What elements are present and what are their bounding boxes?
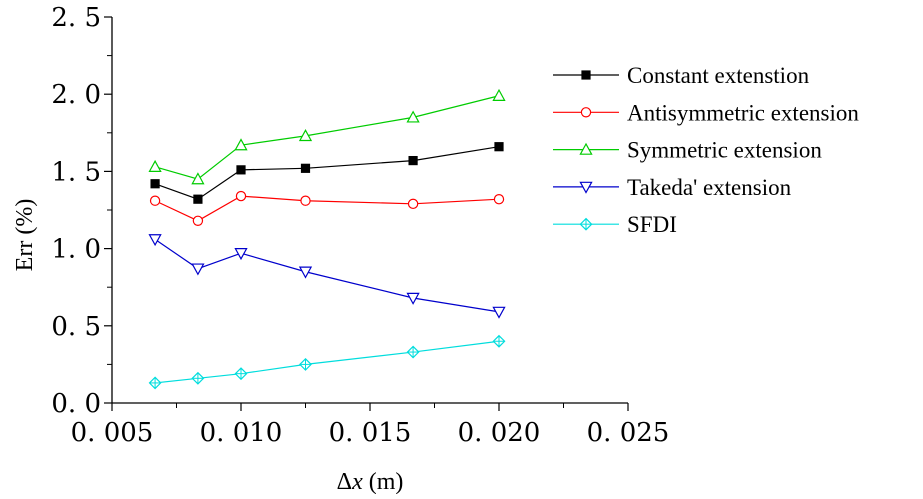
data-point-crossed-diamond xyxy=(492,334,506,348)
data-point-triangle-down xyxy=(492,306,506,319)
series-group xyxy=(148,88,506,390)
data-point-square xyxy=(150,179,160,189)
legend-label: SFDI xyxy=(627,212,677,237)
series-3 xyxy=(148,88,506,185)
legend-item-3: Symmetric extension xyxy=(553,138,822,163)
axes: 0. 005 0. 010 0. 015 0. 020 0. 025 0. 0 0. 5 1.… xyxy=(51,3,669,448)
data-point-square xyxy=(581,70,591,80)
data-point-triangle-down xyxy=(298,266,313,279)
data-point-crossed-diamond xyxy=(299,357,312,371)
data-point-crossed-diamond xyxy=(148,376,162,390)
data-point-triangle-down xyxy=(148,234,162,247)
y-tick-label: 0. 5 xyxy=(51,312,101,342)
y-tick-label: 1. 5 xyxy=(51,157,101,187)
data-point-square xyxy=(193,194,203,204)
data-point-triangle-down xyxy=(234,248,248,261)
data-point-crossed-diamond xyxy=(191,371,205,385)
data-point-circle xyxy=(235,190,247,202)
data-point-crossed-diamond xyxy=(406,345,420,359)
series-5 xyxy=(148,334,506,390)
x-axis-title: Δx (m) xyxy=(337,469,404,494)
data-point-triangle-up xyxy=(234,138,248,151)
data-point-circle xyxy=(580,107,592,118)
series-line xyxy=(155,340,500,384)
data-point-crossed-diamond xyxy=(234,367,248,381)
data-point-triangle-up xyxy=(406,110,420,123)
x-tick-label: 0. 010 xyxy=(200,418,283,448)
data-point-circle xyxy=(407,198,419,210)
x-tick-label: 0. 015 xyxy=(329,418,412,448)
legend-label: Symmetric extension xyxy=(627,138,822,163)
data-point-triangle-up xyxy=(298,129,313,142)
series-line xyxy=(154,195,500,222)
data-point-triangle-down xyxy=(406,292,420,305)
data-point-circle xyxy=(493,193,505,205)
data-point-square xyxy=(300,163,311,173)
data-point-triangle-up xyxy=(579,142,593,155)
data-point-square xyxy=(408,155,418,166)
y-tick-label: 0. 0 xyxy=(51,389,101,419)
data-point-triangle-up xyxy=(492,88,506,101)
x-tick-label: 0. 025 xyxy=(587,418,670,448)
series-4 xyxy=(148,234,506,319)
legend-item-4: Takeda' extension xyxy=(553,175,792,200)
series-line xyxy=(154,146,500,200)
data-point-triangle-up xyxy=(191,172,205,185)
y-tick-label: 2. 5 xyxy=(51,3,101,33)
legend-item-2: Antisymmetric extension xyxy=(553,100,859,125)
data-point-triangle-up xyxy=(148,159,162,172)
data-point-crossed-diamond xyxy=(579,217,593,231)
series-1 xyxy=(150,142,504,204)
series-2 xyxy=(149,190,505,227)
legend-label: Constant extenstion xyxy=(627,63,810,88)
data-point-circle xyxy=(149,195,161,206)
data-point-circle xyxy=(300,195,311,206)
data-point-triangle-down xyxy=(579,181,593,194)
data-point-triangle-down xyxy=(191,263,205,276)
x-tick-label: 0. 020 xyxy=(458,418,541,448)
series-line xyxy=(154,95,500,180)
y-axis-title: Err (%) xyxy=(12,199,38,272)
series-line xyxy=(154,238,500,313)
legend-item-1: Constant extenstion xyxy=(553,63,810,88)
x-tick-label: 0. 005 xyxy=(71,418,154,448)
y-tick-label: 1. 0 xyxy=(51,235,101,265)
legend-item-5: SFDI xyxy=(553,212,677,237)
legend: Constant extenstion Antisymmetric extensi… xyxy=(553,63,859,237)
legend-label: Antisymmetric extension xyxy=(627,100,859,125)
data-point-circle xyxy=(192,215,204,227)
y-tick-label: 2. 0 xyxy=(51,80,101,110)
data-point-square xyxy=(236,165,246,175)
data-point-square xyxy=(494,142,504,152)
legend-label: Takeda' extension xyxy=(627,175,792,200)
